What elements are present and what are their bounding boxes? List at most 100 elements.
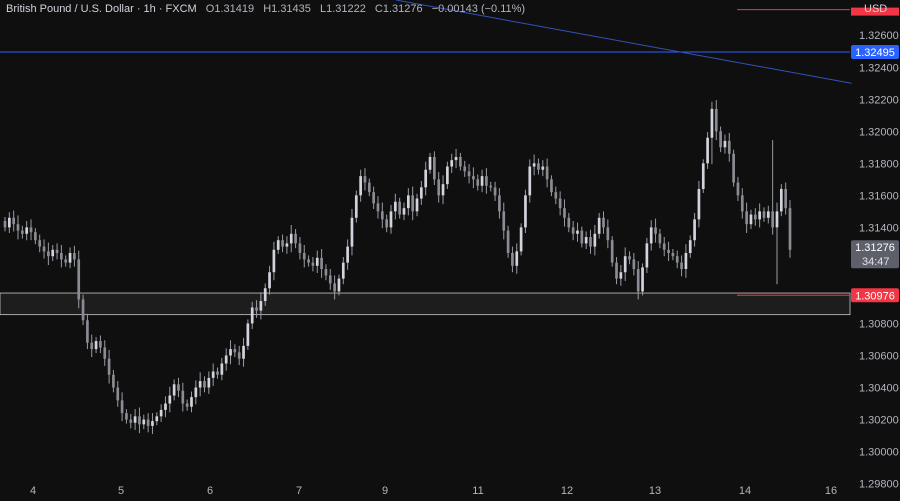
price-tick-label: 1.31800 <box>859 158 899 170</box>
candle <box>454 148 458 169</box>
candle <box>263 283 267 306</box>
candle <box>537 158 540 175</box>
candle-body <box>181 390 185 404</box>
candle <box>385 214 389 233</box>
candle-body <box>567 217 571 228</box>
candle <box>433 151 436 185</box>
candle-body <box>766 211 770 218</box>
candle-body <box>133 416 137 423</box>
candle <box>602 211 605 234</box>
candle-body <box>489 185 493 188</box>
candle <box>320 249 323 278</box>
candle-body <box>229 349 232 356</box>
candle-body <box>675 256 679 263</box>
candle-body <box>584 236 588 244</box>
candle-body <box>7 217 11 228</box>
candle-body <box>263 288 267 302</box>
time-tick-label: 14 <box>739 485 751 497</box>
price-tick-label: 1.30400 <box>859 383 899 395</box>
candle <box>90 334 94 358</box>
candle-body <box>29 227 33 233</box>
time-tick-label: 16 <box>825 485 837 497</box>
candle-body <box>745 211 748 225</box>
candle-body <box>354 195 358 218</box>
candle <box>21 225 24 239</box>
price-tick-label: 1.32400 <box>859 62 899 74</box>
candle-body <box>502 211 506 231</box>
candle <box>571 220 575 241</box>
candle-body <box>641 267 644 292</box>
candle <box>766 205 770 224</box>
candle-body <box>107 358 111 375</box>
candle-body <box>47 251 50 257</box>
change-value: −0.00143 (−0.11%) <box>431 3 526 15</box>
candle <box>740 188 744 219</box>
candle-body <box>34 232 37 241</box>
candle-body <box>563 208 566 218</box>
candle <box>684 244 688 278</box>
candle-body <box>727 140 731 154</box>
time-tick-label: 13 <box>649 485 661 497</box>
candle-body <box>233 349 237 353</box>
candle-body <box>328 275 332 284</box>
candle <box>337 274 341 296</box>
candle-body <box>272 249 276 273</box>
candle <box>411 186 415 221</box>
price-tick-label: 1.31600 <box>859 190 899 202</box>
candle-body <box>311 262 315 266</box>
candle <box>129 413 133 429</box>
candle-body <box>60 253 63 260</box>
price-tick-label: 1.32000 <box>859 126 899 138</box>
candle <box>255 300 258 318</box>
candle <box>185 399 189 411</box>
candle-body <box>736 182 740 196</box>
support-tag-bg <box>851 288 899 303</box>
candle <box>779 184 783 217</box>
candle <box>428 152 432 174</box>
candle-body <box>151 421 154 426</box>
candle-body <box>250 307 254 324</box>
candle-body <box>511 253 514 266</box>
price-axis[interactable]: 1.32600 1.32400 1.32200 1.32000 1.31800 1.316… <box>859 30 899 490</box>
candle <box>51 245 55 262</box>
candle <box>233 344 237 358</box>
candle <box>216 367 219 379</box>
candle-body <box>207 377 211 388</box>
candle <box>576 222 579 242</box>
time-tick-label: 5 <box>118 485 124 497</box>
candle-body <box>389 211 393 228</box>
candle <box>784 182 788 215</box>
candle-body <box>276 240 280 250</box>
price-tick-label: 1.31400 <box>859 222 899 234</box>
symbol-title[interactable]: British Pound / U.S. Dollar · 1h · FXCM <box>6 3 197 15</box>
candle <box>120 392 124 422</box>
candle <box>402 202 406 221</box>
candle-body <box>363 176 367 183</box>
candle-body <box>281 240 284 247</box>
candle-body <box>16 224 20 231</box>
candle-body <box>320 257 323 270</box>
candle-body <box>337 278 341 292</box>
candle <box>623 247 627 282</box>
candle <box>675 250 679 269</box>
candle-body <box>112 374 115 388</box>
high-label: H <box>263 3 272 15</box>
currency-label[interactable]: USD <box>864 3 888 15</box>
candle-body <box>255 307 258 311</box>
candle <box>77 250 81 309</box>
candle <box>203 376 206 393</box>
candle <box>701 159 705 193</box>
candle <box>558 191 562 216</box>
trendline[interactable] <box>395 0 852 84</box>
candle-body <box>86 320 89 343</box>
candle-body <box>385 219 389 228</box>
time-axis[interactable]: 4 5 6 7 9 11 12 13 14 16 <box>30 485 837 497</box>
candle-body <box>441 184 445 196</box>
candle <box>237 345 241 366</box>
time-tick-label: 12 <box>561 485 573 497</box>
candle <box>354 190 358 223</box>
candle <box>446 161 449 189</box>
last-price-tag-text: 1.31276 <box>855 242 895 254</box>
candle-body <box>784 188 788 209</box>
